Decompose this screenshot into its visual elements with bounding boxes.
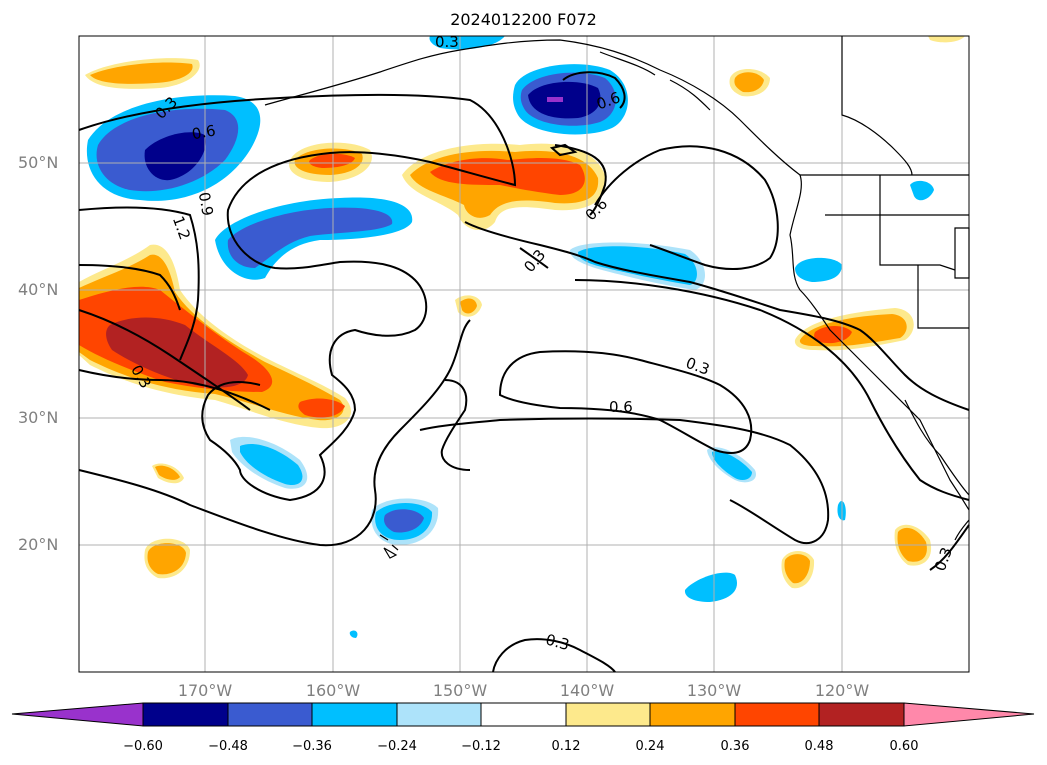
colorbar-tick: 0.60 <box>889 739 919 754</box>
lon-label-160w: 160°W <box>305 681 361 700</box>
contour-label: 0.3 <box>435 33 459 51</box>
lat-label-50n: 50°N <box>18 153 59 172</box>
contours <box>78 71 970 673</box>
contour-label: 0.6 <box>190 121 217 143</box>
contour-label: 0.3 <box>544 630 572 654</box>
contour-label: 0.9 <box>195 191 217 218</box>
colorbar-tick: −0.60 <box>123 739 163 754</box>
lat-label-30n: 30°N <box>18 408 59 427</box>
lon-label-120w: 120°W <box>814 681 870 700</box>
map-title: 2024012200 F072 <box>450 10 597 29</box>
colorbar-tick: 0.24 <box>635 739 665 754</box>
colorbar-tick: 0.36 <box>720 739 750 754</box>
graticule <box>79 36 969 672</box>
contour-label: 0.6 <box>609 398 633 416</box>
colorbar-tick: 0.48 <box>804 739 834 754</box>
lon-label-150w: 150°W <box>432 681 488 700</box>
lat-label-40n: 40°N <box>18 280 59 299</box>
colorbar <box>11 702 1035 727</box>
shaded-anomalies <box>79 36 965 638</box>
colorbar-tick: −0.48 <box>208 739 248 754</box>
colorbar-tick: −0.36 <box>292 739 332 754</box>
lon-label-140w: 140°W <box>559 681 615 700</box>
colorbar-tick: −0.12 <box>461 739 501 754</box>
colorbar-tick: 0.12 <box>551 739 581 754</box>
lon-label-170w: 170°W <box>177 681 233 700</box>
colorbar-tick: −0.24 <box>377 739 417 754</box>
lat-label-20n: 20°N <box>18 535 59 554</box>
lon-label-130w: 130°W <box>686 681 742 700</box>
